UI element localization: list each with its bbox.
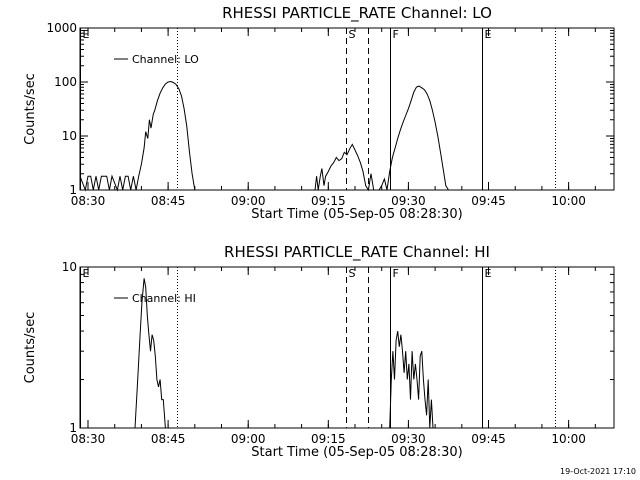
series-line-segment [389, 331, 434, 429]
y-tick-label: 1 [69, 183, 77, 197]
x-axis-label: Start Time (05-Sep-05 08:28:30) [251, 207, 462, 222]
y-axis-label: Counts/sec [23, 73, 38, 145]
chart-panels: RHESSI PARTICLE_RATE Channel: LO 08:30 08:… [23, 4, 615, 460]
x-tick-label: 09:00 [231, 432, 266, 446]
series-line-segment [378, 85, 449, 191]
y-tick-label: 1000 [46, 21, 77, 35]
y-tick-label: 10 [62, 129, 77, 143]
x-tick-label: 10:00 [551, 194, 586, 208]
x-tick-label: 09:45 [471, 194, 506, 208]
x-tick-label: 09:45 [471, 432, 506, 446]
chart-title: RHESSI PARTICLE_RATE Channel: HI [224, 243, 490, 262]
series-line-segment [134, 278, 166, 429]
x-tick-label: 09:00 [231, 194, 266, 208]
y-axis-label: Counts/sec [23, 312, 38, 384]
x-tick-label: 08:45 [151, 432, 186, 446]
event-marker-label: F [393, 267, 399, 280]
x-tick-label: 09:15 [311, 194, 346, 208]
event-marker-label: S [349, 28, 356, 41]
legend-label: Channel: HI [132, 292, 196, 305]
x-tick-label: 08:30 [71, 194, 106, 208]
event-marker-label: E [83, 28, 90, 41]
panel-hi: RHESSI PARTICLE_RATE Channel: HI 08:30 08:… [23, 243, 615, 460]
y-tick-label: 10 [62, 260, 77, 274]
y-tick-label: 100 [54, 75, 77, 89]
x-tick-label: 08:45 [151, 194, 186, 208]
x-tick-label: 08:30 [71, 432, 106, 446]
series-line-segment [79, 80, 196, 192]
x-tick-label: 10:00 [551, 432, 586, 446]
event-marker-label: E [485, 267, 492, 280]
event-marker-label: S [349, 267, 356, 280]
generation-timestamp: 19-Oct-2021 17:10 [560, 467, 636, 476]
x-axis-label: Start Time (05-Sep-05 08:28:30) [251, 445, 462, 460]
x-tick-label: 09:30 [391, 194, 426, 208]
event-marker-label: E [485, 28, 492, 41]
x-tick-label: 09:15 [311, 432, 346, 446]
chart-title: RHESSI PARTICLE_RATE Channel: LO [222, 4, 492, 23]
x-tick-label: 09:30 [391, 432, 426, 446]
event-marker-label: E [83, 267, 90, 280]
legend-label: Channel: LO [132, 53, 199, 66]
panel-lo: RHESSI PARTICLE_RATE Channel: LO 08:30 08:… [23, 4, 615, 222]
event-marker-label: F [393, 28, 399, 41]
series-line-segment [314, 143, 375, 192]
y-tick-label: 1 [69, 421, 77, 435]
